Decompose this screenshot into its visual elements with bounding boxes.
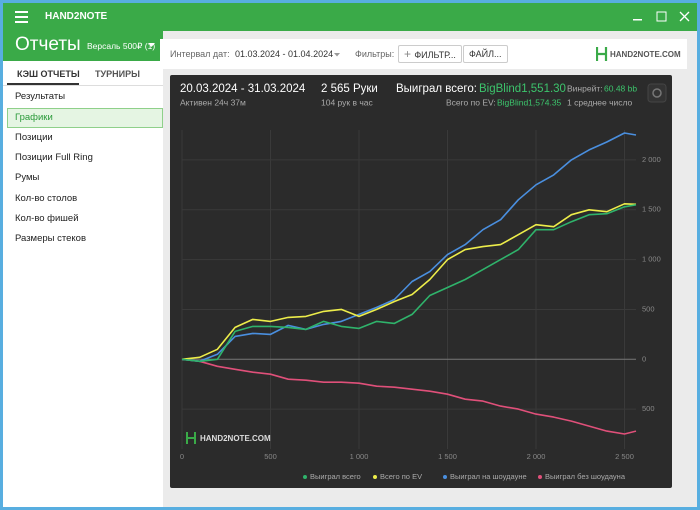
legend-dot — [538, 475, 542, 479]
legend-dot — [303, 475, 307, 479]
won-value: BigBlind1,551.30 — [479, 83, 566, 95]
series-line — [181, 132, 637, 363]
sidebar-item[interactable]: Позиции Full Ring — [15, 151, 93, 163]
header: Отчеты Версаль 500₽ (1) — [3, 31, 163, 61]
sidebar-item[interactable]: Позиции — [15, 131, 53, 143]
sidebar-item[interactable]: Графики — [7, 108, 163, 129]
y-tick-label: 2 000 — [642, 155, 661, 164]
sidebar-item[interactable]: Размеры стеков — [15, 233, 86, 245]
x-tick-label: 2 000 — [527, 452, 546, 461]
y-tick-label: 500 — [642, 404, 655, 413]
date-range[interactable]: 01.03.2024 - 01.04.2024 — [235, 49, 334, 59]
toolbar: Интервал дат: 01.03.2024 - 01.04.2024 Фи… — [160, 39, 687, 69]
legend-label: Выиграл без шоудауна — [545, 472, 626, 481]
logo-icon — [596, 47, 608, 61]
settings-button[interactable] — [647, 83, 667, 103]
ev-label: Всего по EV: — [446, 97, 496, 107]
filters-label: Фильтры: — [355, 49, 395, 59]
sidebar-item[interactable]: Румы — [15, 172, 40, 184]
watermark: HAND2NOTE.COM — [200, 434, 271, 443]
watermark-icon — [186, 432, 196, 444]
chart-background — [170, 75, 672, 488]
logo-text: HAND2NOTE.COM — [610, 50, 681, 59]
y-tick-label: 1 000 — [642, 255, 661, 264]
y-tick-label: 500 — [642, 304, 655, 313]
sidebar-tab[interactable]: КЭШ ОТЧЕТЫ — [17, 69, 80, 79]
legend-label: Выиграл всего — [310, 472, 361, 481]
legend-dot — [443, 475, 447, 479]
x-tick-label: 1 500 — [438, 452, 457, 461]
app-title: HAND2NOTE — [45, 11, 108, 22]
winrate-value: 60.48 bb — [604, 83, 637, 93]
tab-divider — [3, 85, 163, 86]
legend-dot — [373, 475, 377, 479]
dropdown-arrow — [148, 43, 155, 47]
page-title: Отчеты — [15, 34, 81, 55]
won-label: Выиграл всего: — [396, 83, 477, 95]
sidebar-item[interactable]: Кол-во столов — [15, 192, 78, 204]
file-button[interactable]: ФАЙЛ... — [463, 45, 508, 63]
average: 1 среднее число — [567, 97, 633, 107]
dropdown-arrow — [334, 53, 340, 57]
series-line — [181, 203, 637, 361]
app-window: HAND2NOTE Отчеты Версаль 500₽ (1) КЭШ ОТ… — [3, 3, 697, 507]
sidebar-item[interactable]: Результаты — [15, 91, 66, 102]
sidebar-item[interactable]: Кол-во фишей — [15, 212, 79, 224]
period: 20.03.2024 - 31.03.2024 — [180, 83, 306, 95]
menu-icon[interactable] — [15, 11, 29, 23]
x-tick-label: 0 — [180, 452, 184, 461]
ev-value: BigBlind1,574.35 — [497, 97, 562, 107]
sidebar: КЭШ ОТЧЕТЫ ТУРНИРЫ Результаты Графики Позици… — [3, 61, 163, 507]
filter-button[interactable]: + ФИЛЬТР... — [398, 45, 462, 63]
tab-underline — [7, 83, 79, 85]
filter-button-text: ФИЛЬТР... — [414, 50, 456, 60]
legend-label: Выиграл на шоудауне — [450, 472, 527, 481]
y-tick-label: 1 500 — [642, 205, 661, 214]
date-label: Интервал дат: — [170, 49, 230, 59]
x-tick-label: 500 — [264, 452, 277, 461]
sidebar-tab[interactable]: ТУРНИРЫ — [95, 69, 140, 79]
series-line — [181, 358, 637, 435]
hands-per-hour: 104 рук в час — [321, 97, 374, 107]
window-controls[interactable] — [633, 11, 693, 23]
y-tick-label: 0 — [642, 354, 646, 363]
x-tick-label: 2 500 — [615, 452, 634, 461]
active-time: Активен 24ч 37м — [180, 97, 246, 107]
account-select[interactable]: Версаль 500₽ (1) — [87, 41, 156, 51]
series-line — [181, 204, 637, 363]
x-tick-label: 1 000 — [350, 452, 369, 461]
legend-label: Всего по EV — [380, 472, 422, 481]
winrate-label: Винрейт: — [567, 83, 603, 93]
chart-panel: 20.03.2024 - 31.03.2024 Активен 24ч 37м … — [170, 75, 672, 488]
title-bar: HAND2NOTE — [3, 3, 697, 31]
hands: 2 565 Руки — [321, 83, 378, 95]
